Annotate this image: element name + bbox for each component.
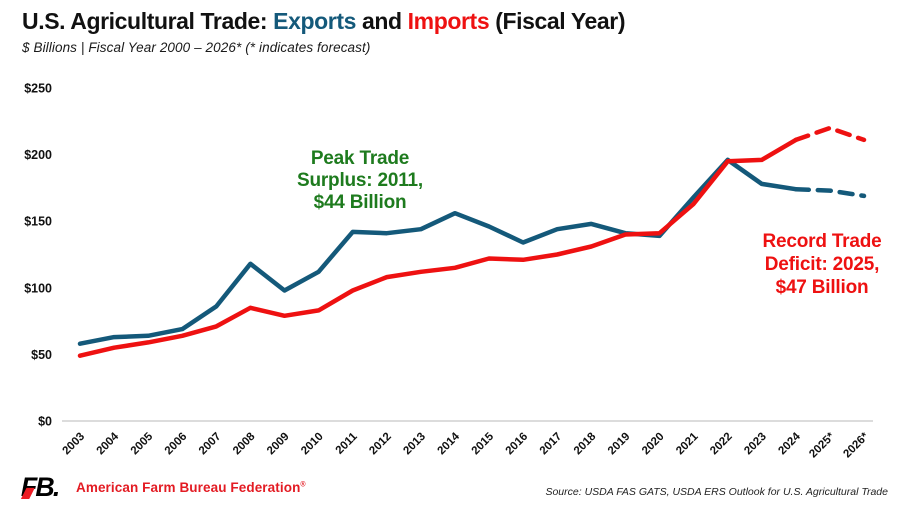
title-prefix: U.S. Agricultural Trade: — [22, 8, 274, 34]
page-title: U.S. Agricultural Trade: Exports and Imp… — [22, 8, 882, 35]
x-axis-label: 2017 — [538, 431, 565, 458]
registered-mark: ® — [300, 481, 306, 488]
x-axis-label: 2011 — [334, 430, 361, 457]
record-deficit-line3: $47 Billion — [775, 277, 869, 298]
org-name-text: American Farm Bureau Federation — [76, 479, 301, 495]
x-axis-label: 2025* — [807, 430, 837, 460]
x-axis-label: 2024 — [776, 430, 803, 457]
x-axis-label: 2004 — [95, 430, 122, 457]
org-name: American Farm Bureau Federation® — [76, 480, 306, 495]
x-axis-label: 2016 — [504, 431, 531, 458]
y-axis-label: $0 — [38, 415, 52, 429]
chart-subtitle: $ Billions | Fiscal Year 2000 – 2026* (*… — [22, 40, 371, 55]
x-axis-label: 2014 — [435, 430, 462, 457]
y-axis-label: $100 — [24, 281, 52, 295]
x-axis-label: 2006 — [163, 431, 190, 458]
x-axis-label: 2007 — [197, 431, 224, 458]
source-note: Source: USDA FAS GATS, USDA ERS Outlook … — [545, 486, 888, 498]
title-imports-word: Imports — [407, 8, 490, 34]
x-axis-label: 2015 — [470, 430, 497, 457]
y-axis-label: $200 — [24, 148, 52, 162]
x-axis-label: 2003 — [61, 431, 88, 458]
title-suffix: (Fiscal Year) — [489, 8, 626, 34]
peak-surplus-line3: $44 Billion — [313, 192, 407, 213]
imports-line-forecast — [793, 125, 867, 143]
x-axis-label: 2023 — [742, 431, 769, 458]
y-axis-label: $250 — [24, 82, 52, 96]
y-axis-label: $150 — [24, 215, 52, 229]
footer-branding: FB. American Farm Bureau Federation® — [20, 473, 306, 501]
record-deficit-annotation: Record Trade Deficit: 2025, $47 Billion — [732, 230, 900, 299]
x-axis-label: 2018 — [572, 430, 599, 457]
y-axis-label: $50 — [31, 348, 52, 362]
exports-line-forecast — [793, 186, 867, 199]
x-axis-label: 2009 — [265, 431, 292, 458]
record-deficit-line2: Deficit: 2025, — [764, 254, 880, 275]
peak-surplus-annotation: Peak Trade Surplus: 2011, $44 Billion — [270, 148, 450, 214]
title-and: and — [356, 8, 408, 34]
x-axis-label: 2013 — [401, 431, 428, 458]
x-axis-label: 2019 — [606, 431, 633, 458]
x-axis-label: 2010 — [299, 431, 326, 458]
peak-surplus-line1: Peak Trade — [310, 148, 410, 169]
x-axis-label: 2008 — [231, 430, 258, 457]
imports-line — [77, 137, 799, 358]
x-axis-label: 2020 — [640, 431, 667, 458]
title-exports-word: Exports — [273, 8, 356, 34]
peak-surplus-line2: Surplus: 2011, — [296, 170, 424, 191]
x-axis-label: 2022 — [708, 431, 735, 458]
x-axis-label: 2012 — [367, 431, 394, 458]
x-axis-label: 2021 — [674, 430, 701, 457]
record-deficit-line1: Record Trade — [762, 231, 882, 252]
header: U.S. Agricultural Trade: Exports and Imp… — [22, 8, 882, 55]
x-axis-label: 2026* — [841, 430, 871, 460]
afbf-logo-icon: FB. — [20, 473, 61, 501]
x-axis-label: 2005 — [129, 430, 156, 457]
